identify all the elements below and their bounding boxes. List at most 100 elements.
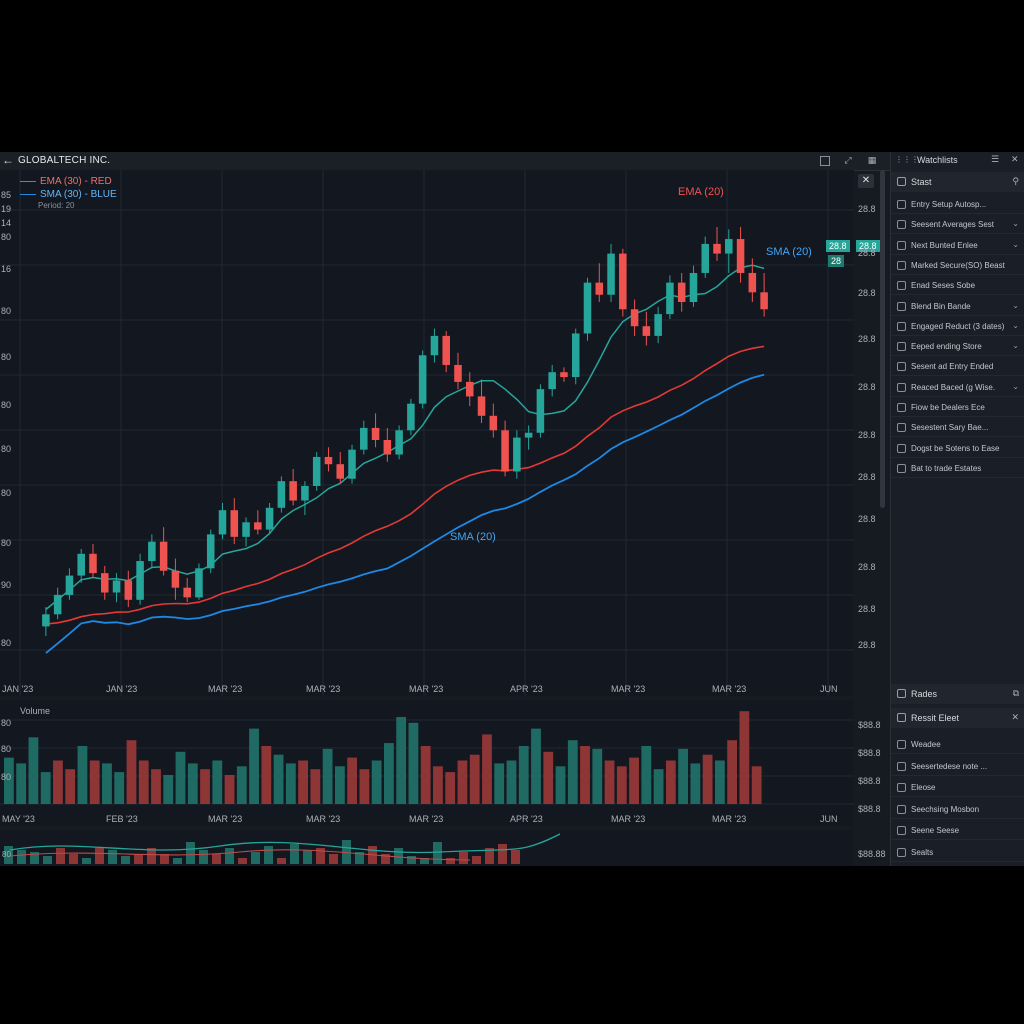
- vol-left-label: 80: [1, 718, 11, 728]
- watchlist-item[interactable]: Dogst be Sotens to Ease: [891, 440, 1024, 458]
- price-chart[interactable]: JAN '23 JAN '23 MAR '23 MAR '23 MAR '23 APR '…: [0, 170, 854, 696]
- volume-bar: [334, 766, 345, 804]
- volume-bar: [187, 763, 198, 804]
- item-icon: [897, 463, 906, 473]
- legend-ema: EMA (30) - RED: [40, 176, 112, 187]
- volume-bar: [77, 746, 88, 804]
- osc-bar: [147, 848, 156, 864]
- chevron-down-icon[interactable]: ⌄: [1012, 239, 1019, 249]
- volume-bar: [543, 751, 554, 804]
- candle-body: [524, 432, 533, 438]
- watchlist-item[interactable]: Marked Secure(SO) Beast: [891, 257, 1024, 275]
- result-item[interactable]: Seesertedese note ...: [891, 758, 1024, 776]
- list-icon[interactable]: ☰: [991, 154, 1000, 164]
- sidebar-scrollbar[interactable]: [880, 170, 885, 508]
- candle-body: [112, 580, 121, 593]
- volume-pane[interactable]: MAY '23 FEB '23 MAR '23 MAR '23 MAR '23 APR '…: [0, 700, 854, 826]
- watchlist-item[interactable]: Enad Seses Sobe: [891, 277, 1024, 296]
- volume-bar: [53, 760, 63, 804]
- section-result[interactable]: Ressit Eleet ✕: [891, 708, 1024, 728]
- close-icon[interactable]: ✕: [1011, 154, 1019, 164]
- result-close-icon[interactable]: ✕: [1011, 712, 1019, 722]
- candle-body: [206, 534, 215, 569]
- x-tick-label: JUN: [820, 684, 838, 694]
- legend-period: Period: 20: [38, 201, 75, 210]
- vol-right-label: $88.8: [858, 804, 881, 814]
- candle-body: [689, 272, 698, 302]
- ema-annotation: EMA (20): [678, 186, 724, 198]
- search-label: Stast: [911, 177, 932, 187]
- volume-bar: [163, 775, 174, 804]
- vol-x-tick-label: APR '23: [510, 814, 543, 824]
- candle-body: [760, 292, 768, 310]
- item-label: Engaged Reduct (3 dates): [911, 321, 1005, 331]
- chevron-down-icon[interactable]: ⌄: [1012, 300, 1019, 310]
- result-item[interactable]: Sealts: [891, 844, 1024, 862]
- watchlist-item[interactable]: Bat to trade Estates: [891, 460, 1024, 478]
- section-rades[interactable]: Rades ⧉: [891, 684, 1024, 704]
- expand-icon[interactable]: ⤢: [844, 155, 852, 165]
- volume-bar: [89, 760, 100, 804]
- x-tick-label: MAR '23: [306, 684, 340, 694]
- x-tick-label: MAR '23: [409, 684, 443, 694]
- chevron-down-icon[interactable]: ⌄: [1012, 320, 1019, 330]
- fullscreen-icon[interactable]: [820, 156, 830, 166]
- left-axis-label: 80: [1, 352, 11, 362]
- watchlist-item[interactable]: Entry Setup Autosp...: [891, 196, 1024, 214]
- candle-body: [312, 456, 321, 486]
- osc-bar: [446, 858, 455, 864]
- item-label: Eleose: [911, 783, 936, 792]
- result-item[interactable]: Weadee: [891, 736, 1024, 754]
- candle-body: [501, 430, 509, 472]
- candle-body: [360, 427, 368, 450]
- volume-bar: [4, 757, 14, 804]
- close-chart-button[interactable]: ✕: [858, 174, 874, 188]
- candle-body: [148, 541, 156, 562]
- item-icon: [897, 804, 906, 814]
- candle-body: [383, 440, 392, 455]
- vol-x-tick-label: MAR '23: [712, 814, 746, 824]
- result-item[interactable]: Eleose: [891, 779, 1024, 797]
- volume-bar: [604, 760, 615, 804]
- rades-expand-icon[interactable]: ⧉: [1012, 688, 1019, 698]
- result-item[interactable]: Seene Seese: [891, 822, 1024, 840]
- candle-body: [489, 415, 498, 431]
- watchlist-item[interactable]: Sesent ad Entry Ended: [891, 358, 1024, 377]
- item-icon: [897, 200, 906, 209]
- osc-bar: [303, 850, 312, 864]
- watchlist-item[interactable]: Reaced Baced (g Wise. ⌄: [891, 379, 1024, 397]
- result-item[interactable]: Seechsing Mosbon: [891, 801, 1024, 819]
- watchlist-item[interactable]: Engaged Reduct (3 dates) ⌄: [891, 318, 1024, 336]
- sidebar-menu-icon[interactable]: ⋮⋮⋮: [895, 155, 919, 164]
- item-icon: [897, 761, 906, 771]
- watchlist-item[interactable]: Next Bunted Enlee ⌄: [891, 237, 1024, 255]
- item-icon: [897, 321, 906, 331]
- oscillator-pane[interactable]: 80: [0, 830, 854, 866]
- osc-signal-line: [9, 849, 471, 861]
- layout-icon[interactable]: ▦: [867, 155, 877, 165]
- vol-right-label: $88.8: [858, 720, 881, 730]
- chevron-down-icon[interactable]: ⌄: [1012, 381, 1019, 391]
- search-icon[interactable]: ⚲: [1012, 176, 1019, 186]
- sidebar-search[interactable]: Stast ⚲: [891, 172, 1024, 192]
- osc-bar: [199, 850, 208, 864]
- candle-body: [301, 486, 309, 501]
- price-axis-label: 28.8: [858, 382, 876, 392]
- x-tick-label: JAN '23: [2, 684, 33, 694]
- chevron-down-icon[interactable]: ⌄: [1012, 219, 1019, 229]
- watchlist-item[interactable]: Eeped ending Store ⌄: [891, 338, 1024, 357]
- back-arrow-icon[interactable]: ←: [2, 153, 14, 167]
- candle-body: [336, 464, 345, 479]
- item-label: Entry Setup Autosp...: [911, 200, 987, 209]
- watchlist-item[interactable]: Sesestent Sary Bae...: [891, 419, 1024, 438]
- candle-body: [571, 333, 580, 378]
- candle-body: [701, 243, 710, 273]
- item-label: Seesertedese note ...: [911, 761, 988, 771]
- chevron-down-icon[interactable]: ⌄: [1012, 341, 1019, 351]
- watchlist-item[interactable]: Blend Bin Bande ⌄: [891, 298, 1024, 316]
- candle-body: [42, 614, 50, 627]
- osc-bar: [251, 852, 260, 864]
- watchlist-item[interactable]: Seesent Averages Sest ⌄: [891, 216, 1024, 235]
- legend-sma-swatch: [20, 194, 36, 195]
- watchlist-item[interactable]: Fiow be Dealers Ece: [891, 399, 1024, 417]
